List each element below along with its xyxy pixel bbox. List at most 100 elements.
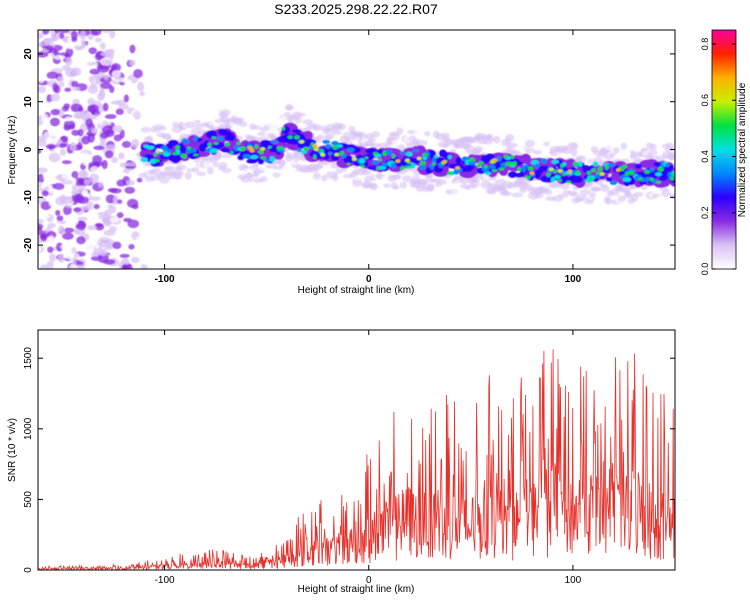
spectrogram-noise-blob	[87, 84, 98, 95]
spectrogram-noise-blob	[38, 85, 46, 94]
spectrogram-noise-blob	[76, 236, 86, 245]
spectrogram-halo-blob	[177, 171, 184, 176]
spectrogram-noise-blob	[40, 201, 52, 211]
spectrogram-trace-blob	[372, 160, 379, 165]
spectrogram-halo-blob	[335, 168, 343, 175]
spectrogram-peak-blob	[557, 169, 563, 173]
colorbar-tick-label: 0.8	[700, 38, 710, 51]
spectrogram-trace-blob	[628, 170, 635, 176]
spectrogram-noise-blob	[133, 68, 143, 79]
spectrogram-peak-blob	[529, 171, 535, 175]
spectrogram-trace-blob	[244, 154, 251, 159]
spectrogram-noise-blob	[112, 125, 123, 133]
spectrogram-halo-blob	[561, 146, 573, 154]
spectrogram-noise-blob	[130, 138, 140, 149]
spectrogram-noise-blob	[42, 30, 50, 35]
spectrogram-halo-blob	[184, 121, 196, 129]
spectrogram-peak-blob	[492, 158, 498, 163]
spectrogram-halo-blob	[587, 158, 595, 165]
spectrogram-trace-blob	[622, 164, 628, 169]
spectrogram-trace-blob	[624, 171, 630, 176]
spectrogram-noise-blob	[71, 41, 83, 47]
spectrogram-noise-blob	[74, 228, 82, 234]
spectrogram-peak-blob	[312, 144, 318, 148]
spectrogram-noise-blob	[98, 249, 108, 257]
figure-title: S233.2025.298.22.22.R07	[274, 1, 438, 17]
spectrogram-halo-blob	[158, 176, 170, 184]
snr-y-label: SNR (10 * v/v)	[7, 418, 18, 482]
spectrogram-halo-blob	[666, 152, 675, 160]
spectrogram-trace-blob	[147, 145, 155, 150]
spectrogram-halo-blob	[486, 144, 494, 153]
spectrogram-trace-blob	[140, 157, 148, 163]
spectrogram-halo-blob	[353, 176, 365, 182]
spectrogram-noise-blob	[135, 236, 145, 241]
spectrogram-halo-blob	[208, 120, 217, 126]
snr-x-tick-label: 0	[366, 575, 372, 586]
spectrogram-noise-blob	[124, 162, 137, 167]
spectrogram-peak-blob	[455, 166, 461, 170]
spectrogram-halo-blob	[613, 147, 620, 154]
spectrogram-noise-blob	[38, 30, 44, 33]
spectrogram-noise-blob	[59, 148, 67, 156]
spectrogram-noise-blob	[41, 113, 49, 124]
spectrogram-trace-blob	[325, 144, 332, 150]
spectrogram-trace-blob	[554, 175, 561, 180]
spectrogram-noise-blob	[60, 135, 69, 143]
spectrogram-trace-blob	[376, 166, 380, 170]
spectrogram-noise-blob	[119, 253, 130, 259]
spectrogram-trace-blob	[346, 147, 355, 153]
spectrogram-trace-blob	[302, 146, 309, 151]
spectrogram-noise-blob	[60, 244, 69, 250]
spectrogram-trace-blob	[553, 169, 557, 174]
spectrogram-trace-blob	[391, 153, 396, 159]
spectrogram-noise-blob	[45, 143, 57, 150]
colorbar-tick-label: 0.0	[700, 263, 710, 276]
spectrogram-trace-blob	[236, 141, 241, 145]
spectrogram-noise-blob	[38, 159, 48, 165]
spectrogram-noise-blob	[38, 149, 42, 154]
spectrogram-noise-blob	[124, 186, 136, 194]
spectrogram-noise-blob	[114, 77, 127, 83]
spectrogram-noise-blob	[79, 152, 89, 157]
spectrogram-noise-blob	[73, 207, 82, 213]
spectrogram-trace-blob	[193, 153, 199, 157]
spectrogram-trace-blob	[551, 160, 560, 164]
spectrogram-noise-blob	[46, 101, 55, 109]
spectrogram-noise-blob	[65, 57, 73, 67]
spectrogram-noise-blob	[98, 238, 104, 249]
spectrogram-noise-blob	[116, 212, 124, 219]
spectrogram-noise-blob	[108, 226, 117, 232]
spectrogram-trace-blob	[606, 177, 613, 182]
spectrogram-halo-blob	[294, 112, 307, 117]
spectrogram-noise-blob	[72, 86, 81, 92]
spectrogram-noise-blob	[46, 236, 54, 244]
spectrogram-halo-blob	[601, 184, 610, 193]
colorbar-label: Normalized spectral amplitude	[737, 82, 748, 217]
spectrogram-halo-blob	[543, 141, 551, 147]
spectrogram-trace-blob	[517, 167, 521, 172]
spectrogram-halo-blob	[371, 131, 380, 138]
spectrogram-halo-blob	[399, 181, 407, 189]
spectrogram-noise-blob	[128, 243, 135, 250]
spectrogram-trace-blob	[503, 154, 508, 159]
spectrogram-noise-blob	[131, 204, 139, 210]
spectrogram-noise-blob	[107, 204, 113, 210]
spectrogram-trace-blob	[635, 163, 642, 169]
spectrogram-peak-blob	[404, 158, 410, 163]
spectrogram-trace-blob	[622, 177, 632, 182]
spectrogram-noise-blob	[111, 156, 118, 164]
spectrogram-trace-blob	[300, 150, 308, 154]
spectrogram-noise-blob	[85, 243, 95, 252]
spectrogram-noise-blob	[94, 161, 105, 167]
spectrogram-noise-blob	[41, 190, 49, 197]
spectrogram-noise-blob	[61, 160, 73, 165]
spectrogram-halo-blob	[524, 139, 536, 148]
spectrogram-trace-blob	[586, 170, 591, 176]
spectrogram-trace-blob	[209, 148, 218, 154]
spectrogram-trace-blob	[476, 163, 482, 168]
spectrogram-halo-blob	[321, 174, 328, 182]
spectrogram-halo-blob	[470, 180, 480, 188]
spectrogram-noise-blob	[93, 145, 105, 151]
spectrogram-y-label: Frequency (Hz)	[7, 116, 18, 185]
